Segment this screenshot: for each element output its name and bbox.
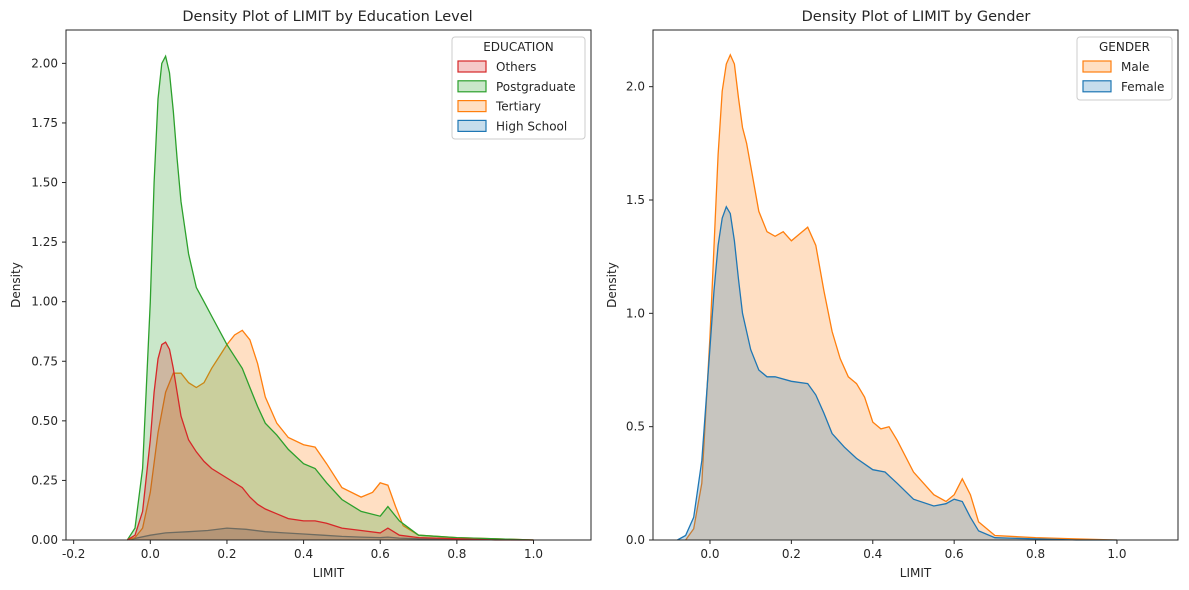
x-tick-label: -0.2 <box>62 547 85 561</box>
x-tick-label: 0.6 <box>945 547 964 561</box>
y-axis-label: Density <box>605 262 619 308</box>
line-high-school <box>127 527 534 541</box>
legend-title: EDUCATION <box>483 40 554 54</box>
x-tick-label: 0.0 <box>700 547 719 561</box>
line-male <box>685 53 1118 541</box>
y-tick-label: 0.5 <box>626 420 645 434</box>
x-tick-label: 1.0 <box>1107 547 1126 561</box>
line-postgraduate <box>126 54 534 541</box>
area-high-school <box>127 528 534 540</box>
y-tick-label: 0.0 <box>626 533 645 547</box>
legend-swatch-postgraduate <box>457 80 487 93</box>
y-tick-label: 1.5 <box>626 193 645 207</box>
area-tertiary <box>127 330 534 540</box>
chart-title: Density Plot of LIMIT by Gender <box>802 9 1031 25</box>
y-tick-label: 2.00 <box>31 56 58 70</box>
legend-box <box>1076 36 1173 101</box>
y-tick-label: 1.75 <box>31 116 58 130</box>
x-tick-label: 0.4 <box>294 547 313 561</box>
y-tick-label: 0.75 <box>31 354 58 368</box>
line-others <box>126 341 534 541</box>
chart-title: Density Plot of LIMIT by Education Level <box>182 9 472 25</box>
legend-swatch-high-school <box>457 119 487 133</box>
legend-label-high-school: High School <box>496 119 567 133</box>
x-tick-label: 0.8 <box>447 547 466 561</box>
y-tick-label: 1.50 <box>31 176 58 190</box>
x-tick-label: 0.2 <box>217 547 236 561</box>
legend-label-male: Male <box>1121 60 1149 74</box>
legend: EDUCATION Others Postgraduate Tertiary High… <box>451 36 586 140</box>
plot-frame <box>652 29 1179 541</box>
x-tick-label: 0.8 <box>1026 547 1045 561</box>
x-axis-label: LIMIT <box>313 566 345 580</box>
legend-label-tertiary: Tertiary <box>495 100 541 114</box>
area-male <box>685 54 1117 541</box>
legend: GENDER Male Female <box>1076 36 1173 101</box>
y-ticks: 0.00 0.25 0.50 0.75 1.00 1.25 1.50 1.75 2.00 <box>31 56 66 547</box>
y-ticks: 0.0 0.5 1.0 1.5 2.0 <box>626 80 653 547</box>
legend-label-others: Others <box>496 60 536 74</box>
area-female <box>677 206 1117 541</box>
education-density-chart: Density Plot of LIMIT by Education Level… <box>9 9 592 580</box>
density-areas <box>126 54 534 541</box>
legend-swatch-tertiary <box>457 99 487 113</box>
legend-box <box>451 36 586 140</box>
x-ticks: 0.0 0.2 0.4 0.6 0.8 1.0 <box>700 540 1127 561</box>
y-tick-label: 0.50 <box>31 414 58 428</box>
gender-density-chart: Density Plot of LIMIT by Gender 0.0 0.2 0.… <box>605 9 1179 580</box>
legend-items: Male Female <box>1082 60 1164 94</box>
legend-swatch-female <box>1082 80 1112 93</box>
legend-swatch-male <box>1082 60 1112 73</box>
y-tick-label: 1.0 <box>626 306 645 320</box>
x-ticks: -0.2 0.0 0.2 0.4 0.6 0.8 1.0 <box>62 540 543 561</box>
y-tick-label: 1.25 <box>31 235 58 249</box>
legend-items: Others Postgraduate Tertiary High School <box>457 60 576 133</box>
x-tick-label: 0.0 <box>141 547 160 561</box>
legend-swatch-others <box>457 60 487 73</box>
legend-title: GENDER <box>1099 40 1150 54</box>
area-others <box>127 342 534 540</box>
x-tick-label: 0.2 <box>782 547 801 561</box>
x-tick-label: 0.6 <box>371 547 390 561</box>
x-axis-label: LIMIT <box>900 566 932 580</box>
plot-frame <box>65 29 592 541</box>
area-postgraduate <box>127 56 534 540</box>
density-areas <box>677 53 1118 541</box>
legend-label-female: Female <box>1121 80 1164 94</box>
y-tick-label: 2.0 <box>626 80 645 94</box>
x-tick-label: 1.0 <box>524 547 543 561</box>
line-female <box>677 205 1117 541</box>
y-tick-label: 0.00 <box>31 533 58 547</box>
legend-label-postgraduate: Postgraduate <box>496 80 576 94</box>
y-tick-label: 1.00 <box>31 295 58 309</box>
y-axis-label: Density <box>9 262 23 308</box>
x-tick-label: 0.4 <box>863 547 882 561</box>
y-tick-label: 0.25 <box>31 473 58 487</box>
line-tertiary <box>127 329 534 541</box>
